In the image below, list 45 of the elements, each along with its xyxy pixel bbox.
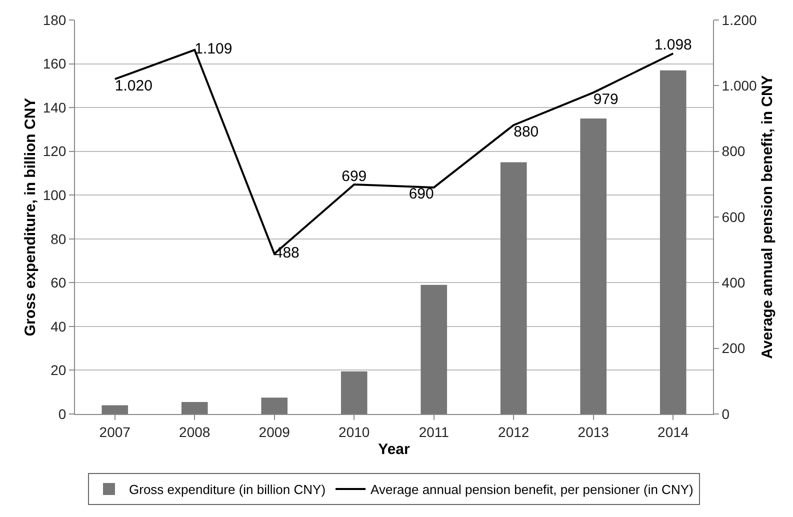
x-tick-label: 2008 — [179, 424, 210, 440]
y-tick-label: 180 — [42, 12, 66, 28]
bar — [340, 371, 368, 414]
x-tick-label: 2012 — [498, 424, 530, 440]
y2-tick-label: 400 — [722, 274, 746, 291]
y-tick-label: 0 — [58, 406, 66, 422]
x-tick-label: 2013 — [578, 424, 610, 440]
bar — [420, 284, 448, 414]
bar — [500, 162, 527, 414]
x-axis-title: Year — [378, 440, 410, 458]
y2-tick-label: 800 — [722, 143, 746, 160]
y2-tick-label: 600 — [722, 208, 746, 225]
x-tick-label: 2009 — [258, 424, 290, 440]
data-label: 979 — [593, 90, 618, 108]
data-label: 1.109 — [194, 40, 232, 58]
bar — [102, 405, 128, 414]
y-tick-label: 80 — [50, 230, 66, 247]
x-tick-label: 2011 — [418, 424, 450, 440]
y-tick-label: 40 — [50, 318, 66, 334]
y-tick-label: 20 — [50, 362, 66, 378]
bar — [181, 402, 208, 414]
y-axis-title: Gross expenditure, in billion CNY — [22, 98, 39, 336]
y-tick-label: 60 — [50, 274, 66, 291]
y-tick-label: 120 — [42, 143, 66, 160]
y2-tick-label: 200 — [722, 340, 746, 356]
y2-tick-label: 1.000 — [722, 78, 758, 94]
y-tick-label: 160 — [42, 56, 66, 72]
data-label: 880 — [514, 123, 539, 140]
x-tick-label: 2007 — [99, 424, 131, 440]
bar — [261, 398, 288, 414]
y2-tick-label: 0 — [722, 406, 730, 422]
legend-label: Average annual pension benefit, per pensioner (in CNY) — [370, 482, 694, 498]
data-label: 1.098 — [654, 36, 692, 54]
y-tick-label: 100 — [42, 187, 66, 204]
data-label: 690 — [408, 186, 434, 203]
bar — [580, 118, 607, 414]
y2-axis-title: Average annual pension benefit, in CNY — [759, 75, 776, 359]
data-label: 1.020 — [114, 77, 152, 94]
y2-tick-label: 1.200 — [722, 12, 758, 28]
y-tick-label: 140 — [42, 99, 66, 116]
legend-label: Gross expenditure (in billion CNY) — [129, 482, 326, 498]
x-tick-label: 2014 — [658, 424, 689, 440]
x-tick-label: 2010 — [338, 424, 370, 440]
bar — [660, 70, 686, 414]
data-label: 699 — [342, 168, 367, 185]
